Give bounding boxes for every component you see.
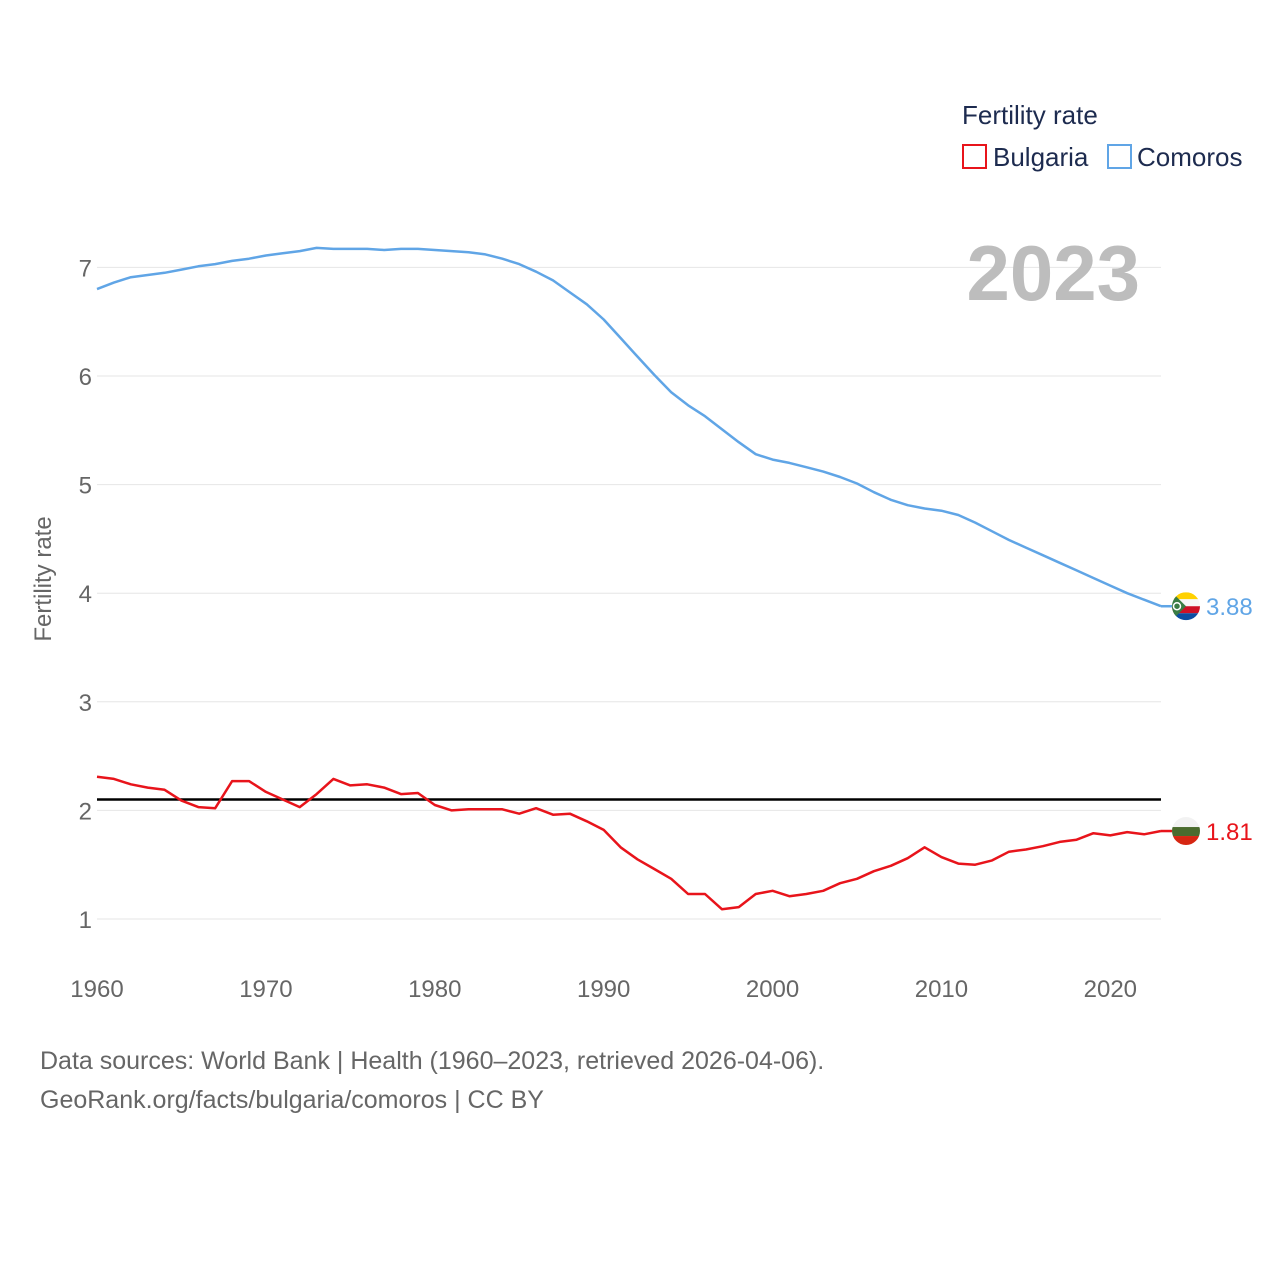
y-axis-label: Fertility rate: [30, 516, 57, 641]
y-axis-ticks: 1 2 3 4 5 6 7: [79, 255, 92, 934]
x-tick-label: 1970: [239, 976, 292, 1003]
year-watermark: 2023: [966, 229, 1140, 317]
x-tick-label: 1960: [70, 976, 123, 1003]
legend-swatch-bulgaria: [962, 144, 987, 169]
footer: Data sources: World Bank | Health (1960–…: [40, 1042, 824, 1120]
x-tick-label: 2020: [1084, 976, 1137, 1003]
legend-label-bulgaria: Bulgaria: [993, 142, 1089, 172]
legend[interactable]: Fertility rate Bulgaria Comoros: [962, 100, 1242, 172]
legend-item-bulgaria[interactable]: Bulgaria: [962, 142, 1089, 172]
y-tick-label: 6: [79, 364, 92, 391]
y-tick-label: 2: [79, 798, 92, 825]
attribution-text: GeoRank.org/facts/bulgaria/comoros | CC …: [40, 1086, 544, 1114]
y-tick-label: 7: [79, 255, 92, 282]
x-tick-label: 2010: [915, 976, 968, 1003]
end-label-comoros: 3.88: [1206, 594, 1253, 621]
series-lines: [96, 246, 1172, 911]
legend-label-comoros: Comoros: [1137, 142, 1242, 172]
series-line-bulgaria: [96, 775, 1162, 911]
comoros-flag-icon: [1172, 592, 1200, 621]
bulgaria-flag-icon: [1172, 817, 1200, 846]
data-source-text: Data sources: World Bank | Health (1960–…: [40, 1047, 825, 1075]
x-tick-label: 1990: [577, 976, 630, 1003]
x-tick-label: 1980: [408, 976, 461, 1003]
y-tick-label: 4: [79, 581, 92, 608]
series-line-comoros: [96, 246, 1162, 608]
end-label-bulgaria: 1.81: [1206, 819, 1253, 846]
legend-title: Fertility rate: [962, 100, 1098, 130]
y-tick-label: 5: [79, 473, 92, 500]
y-tick-label: 3: [79, 690, 92, 717]
x-tick-label: 2000: [746, 976, 799, 1003]
legend-item-comoros[interactable]: Comoros: [1107, 142, 1242, 172]
y-tick-label: 1: [79, 907, 92, 934]
legend-swatch-comoros: [1107, 144, 1132, 169]
gridlines: [97, 266, 1161, 920]
x-axis-ticks: 1960 1970 1980 1990 2000 2010 2020: [70, 976, 1137, 1003]
